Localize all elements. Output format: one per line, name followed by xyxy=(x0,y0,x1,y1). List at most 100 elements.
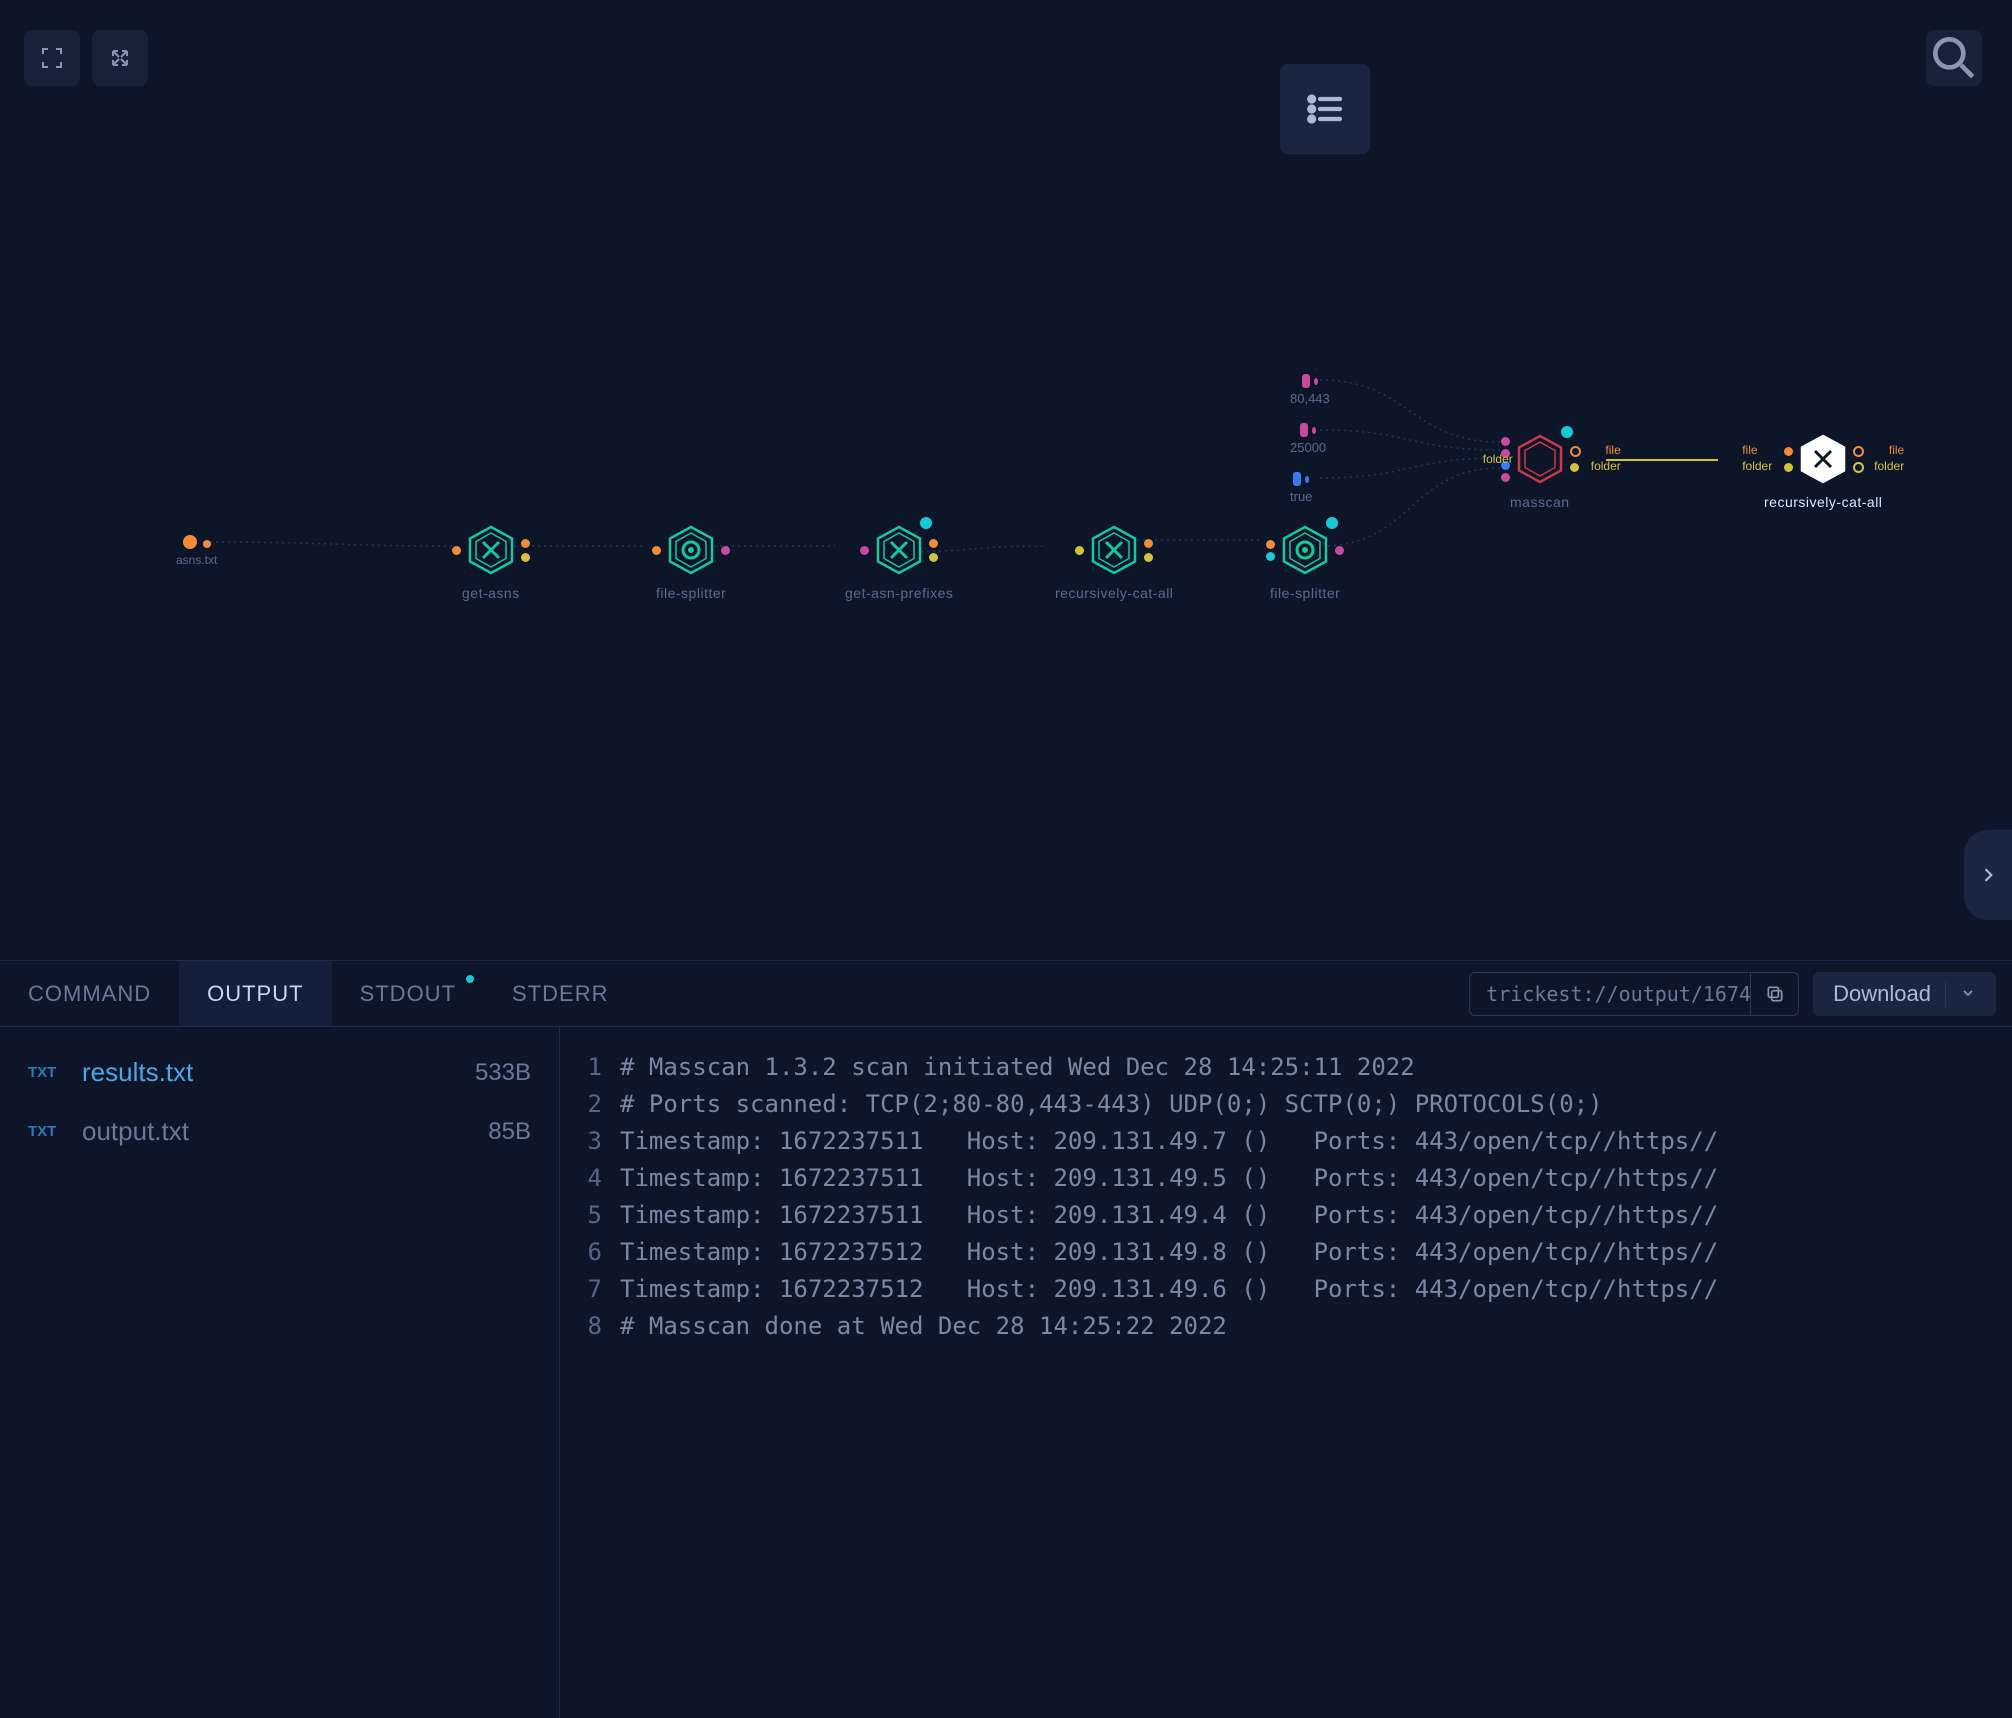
node-label: get-asn-prefixes xyxy=(845,585,953,601)
port-label: folder xyxy=(1742,459,1772,473)
output-panel-body: TXTresults.txt533BTXToutput.txt85B 1 2 3… xyxy=(0,1027,2012,1718)
output-path: trickest://output/16742… xyxy=(1470,982,1750,1006)
tab-label: COMMAND xyxy=(28,981,151,1007)
file-size: 533B xyxy=(475,1059,531,1087)
copy-icon xyxy=(1765,984,1785,1004)
file-size: 85B xyxy=(488,1118,531,1146)
port-label: folder xyxy=(1874,459,1904,473)
file-name: output.txt xyxy=(82,1116,488,1147)
node-label: recursively-cat-all xyxy=(1055,585,1173,601)
download-chevron[interactable] xyxy=(1945,981,1976,1007)
node-hex xyxy=(1089,525,1139,575)
node-hex xyxy=(1280,525,1330,575)
node-file-splitter-1[interactable]: file-splitter xyxy=(656,525,726,601)
output-port[interactable] xyxy=(521,553,530,562)
input-port[interactable] xyxy=(1501,437,1510,446)
param-icon xyxy=(1302,374,1310,388)
port-label: file xyxy=(1742,443,1757,457)
output-port[interactable] xyxy=(1570,446,1581,457)
copy-path-button[interactable] xyxy=(1750,973,1798,1015)
output-panel: COMMAND OUTPUT STDOUT STDERR trickest://out… xyxy=(0,960,2012,1718)
output-port[interactable] xyxy=(929,553,938,562)
output-port[interactable] xyxy=(1853,462,1864,473)
node-get-asns[interactable]: get-asns xyxy=(462,525,520,601)
output-port[interactable] xyxy=(1853,446,1864,457)
port-label: folder xyxy=(1483,452,1513,466)
tab-label: OUTPUT xyxy=(207,981,303,1007)
tab-stderr[interactable]: STDERR xyxy=(484,961,636,1026)
param-label: true xyxy=(1290,489,1312,504)
param-label: 25000 xyxy=(1290,440,1326,455)
input-port[interactable] xyxy=(860,546,869,555)
file-name: results.txt xyxy=(82,1057,475,1088)
node-recursively-cat-all-2[interactable]: filefolderfilefolder recursively-cat-all xyxy=(1764,434,1882,510)
file-icon xyxy=(183,535,197,549)
input-port[interactable] xyxy=(1784,463,1793,472)
node-hex: filefolderfolder xyxy=(1515,434,1565,484)
tab-label: STDERR xyxy=(512,981,608,1007)
file-row[interactable]: TXToutput.txt85B xyxy=(0,1102,559,1161)
param-icon xyxy=(1293,472,1301,486)
input-port[interactable] xyxy=(652,546,661,555)
param-label: 80,443 xyxy=(1290,391,1330,406)
output-port[interactable] xyxy=(521,539,530,548)
node-hex: filefolderfilefolder xyxy=(1798,434,1848,484)
port-label: folder xyxy=(1591,459,1621,473)
node-badge xyxy=(1324,515,1340,531)
output-port[interactable] xyxy=(929,539,938,548)
output-path-box: trickest://output/16742… xyxy=(1469,972,1799,1016)
node-label: file-splitter xyxy=(1270,585,1340,601)
output-port[interactable] xyxy=(1335,546,1344,555)
tab-stdout[interactable]: STDOUT xyxy=(332,961,484,1026)
node-hex xyxy=(666,525,716,575)
input-port[interactable] xyxy=(452,546,461,555)
tab-output[interactable]: OUTPUT xyxy=(179,961,331,1026)
node-masscan[interactable]: filefolderfolder masscan xyxy=(1510,434,1570,510)
param-node-1[interactable]: 25000 xyxy=(1290,422,1326,455)
output-port xyxy=(1305,476,1309,483)
file-ext-badge: TXT xyxy=(28,1123,82,1140)
file-list: TXTresults.txt533BTXToutput.txt85B xyxy=(0,1027,560,1718)
file-ext-badge: TXT xyxy=(28,1064,82,1081)
code-content: # Masscan 1.3.2 scan initiated Wed Dec 2… xyxy=(620,1049,2012,1718)
tab-command[interactable]: COMMAND xyxy=(0,961,179,1026)
workflow-canvas[interactable]: asns.txt 80,443 25000 true get-asns file-spli… xyxy=(0,0,2012,960)
chevron-down-icon xyxy=(1960,985,1976,1001)
input-port[interactable] xyxy=(1075,546,1084,555)
input-port[interactable] xyxy=(1266,552,1275,561)
node-label: file-splitter xyxy=(656,585,726,601)
param-node-2[interactable]: true xyxy=(1290,471,1312,504)
node-hex xyxy=(874,525,924,575)
code-viewer: 1 2 3 4 5 6 7 8 # Masscan 1.3.2 scan ini… xyxy=(560,1027,2012,1718)
output-tab-bar: COMMAND OUTPUT STDOUT STDERR trickest://out… xyxy=(0,961,2012,1027)
port-label: file xyxy=(1889,443,1904,457)
node-label: masscan xyxy=(1510,494,1570,510)
node-get-asn-prefixes[interactable]: get-asn-prefixes xyxy=(845,525,953,601)
line-gutter: 1 2 3 4 5 6 7 8 xyxy=(560,1049,620,1718)
download-button[interactable]: Download xyxy=(1813,972,1996,1016)
input-port[interactable] xyxy=(1784,447,1793,456)
output-port xyxy=(1312,427,1316,434)
node-badge xyxy=(1559,424,1575,440)
edge-layer xyxy=(0,0,2012,960)
param-icon xyxy=(1300,423,1308,437)
tab-indicator xyxy=(466,975,474,983)
output-port[interactable] xyxy=(1144,553,1153,562)
node-hex xyxy=(466,525,516,575)
node-recursively-cat-all-1[interactable]: recursively-cat-all xyxy=(1055,525,1173,601)
file-row[interactable]: TXTresults.txt533B xyxy=(0,1043,559,1102)
input-port[interactable] xyxy=(1501,473,1510,482)
node-label: get-asns xyxy=(462,585,520,601)
output-port[interactable] xyxy=(1570,463,1579,472)
node-file-splitter-2[interactable]: file-splitter xyxy=(1270,525,1340,601)
param-node-0[interactable]: 80,443 xyxy=(1290,373,1330,406)
node-label: recursively-cat-all xyxy=(1764,494,1882,510)
node-badge xyxy=(918,515,934,531)
output-port[interactable] xyxy=(1144,539,1153,548)
tab-label: STDOUT xyxy=(360,981,456,1007)
input-port[interactable] xyxy=(1266,540,1275,549)
input-file-node[interactable]: asns.txt xyxy=(176,535,217,567)
input-file-label: asns.txt xyxy=(176,553,217,567)
output-port xyxy=(203,540,211,548)
output-port[interactable] xyxy=(721,546,730,555)
